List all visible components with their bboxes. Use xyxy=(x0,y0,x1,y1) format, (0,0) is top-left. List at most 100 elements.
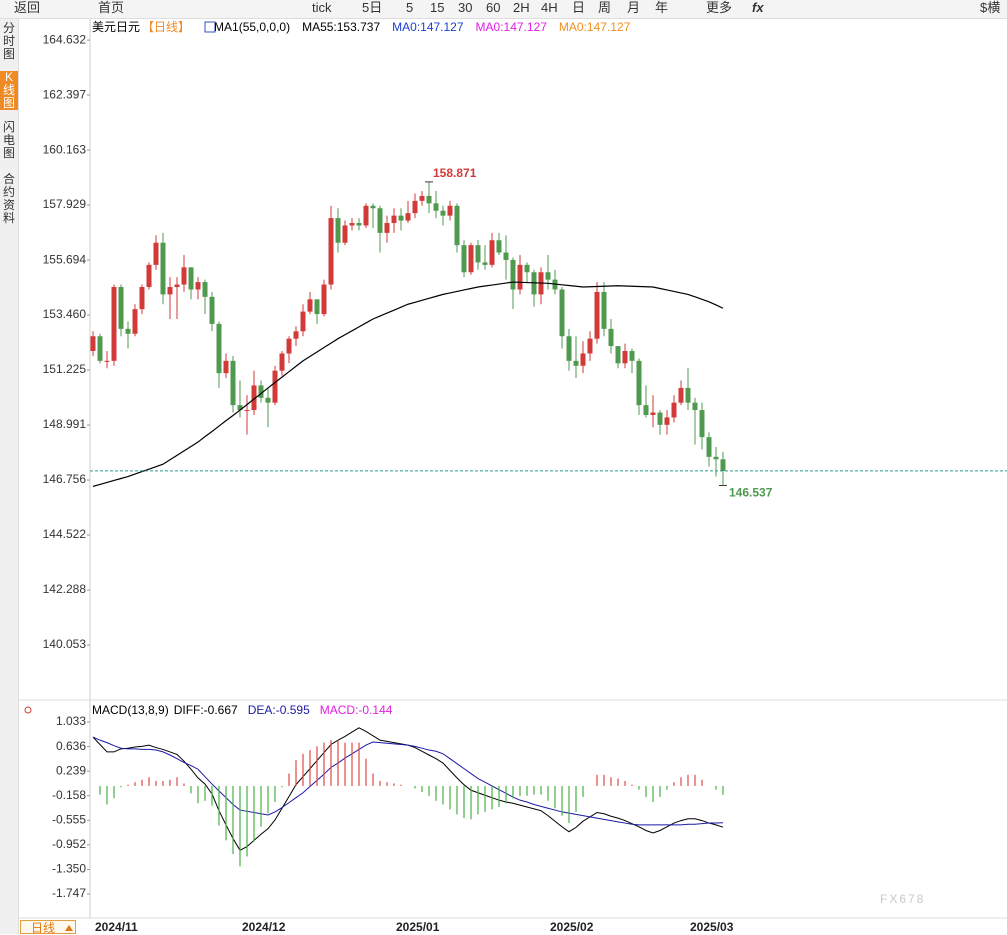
candle-body xyxy=(671,402,677,418)
y-tick-label: 155.694 xyxy=(43,252,87,266)
candle-body xyxy=(629,351,635,361)
candle-body xyxy=(594,291,600,339)
toolbar-button[interactable]: 更多 xyxy=(706,0,733,15)
toolbar-button[interactable]: 60 xyxy=(486,0,501,15)
toolbar: 返回 首页 tick 5日 5 15 30 60 2H 4H 日周月年 更多 fx $横 xyxy=(0,0,1007,19)
candle-body xyxy=(321,284,327,315)
candle-body xyxy=(566,336,572,361)
candle-body xyxy=(97,336,103,361)
candle-body xyxy=(111,287,117,361)
sidebar-tab[interactable]: 分时图 xyxy=(2,21,15,61)
candle-body xyxy=(293,331,299,339)
macd-line xyxy=(92,727,724,851)
candle-body xyxy=(118,287,124,329)
x-tick-label: 2024/11 xyxy=(95,920,138,934)
y-tick-label: -0.952 xyxy=(52,837,86,851)
sidebar-tab[interactable]: 合约资料 xyxy=(2,172,15,225)
legend-label: MA0:147.127 xyxy=(476,20,548,34)
y-tick-label: 1.033 xyxy=(56,714,86,728)
period-selector[interactable]: 日线 xyxy=(20,920,76,935)
candle-body xyxy=(622,351,628,364)
toolbar-button[interactable]: fx xyxy=(752,0,764,15)
candle-body xyxy=(699,410,705,438)
toolbar-button[interactable]: $横 xyxy=(980,0,1001,15)
candle-body xyxy=(636,360,642,406)
y-tick-label: 144.522 xyxy=(43,527,87,541)
candle-body xyxy=(454,205,460,246)
candle-body xyxy=(349,223,355,226)
legend-label: MA55:153.737 xyxy=(302,20,380,34)
candle-body xyxy=(251,385,257,411)
y-tick-label: 162.397 xyxy=(43,87,87,101)
sidebar: 分时图 K线图闪电图合约资料 xyxy=(0,19,19,934)
sidebar-tab[interactable]: K线图 xyxy=(0,71,18,110)
legend-label: 【日线】 xyxy=(142,20,190,34)
candle-body xyxy=(202,282,208,297)
candle-body xyxy=(391,215,397,224)
toolbar-button[interactable]: 5日 xyxy=(362,0,383,15)
candle-body xyxy=(447,205,453,216)
candle-body xyxy=(608,328,614,347)
candle-body xyxy=(384,223,390,233)
high-label: 158.871 xyxy=(433,166,477,180)
indicator-icon[interactable] xyxy=(204,21,216,33)
candle-body xyxy=(146,264,152,288)
legend-label: MACD(13,8,9) xyxy=(92,703,169,717)
candle-body xyxy=(153,242,159,265)
y-tick-label: -0.158 xyxy=(52,788,86,802)
toolbar-button[interactable]: 4H xyxy=(541,0,558,15)
x-tick-label: 2025/03 xyxy=(690,920,734,934)
candle-body xyxy=(426,195,432,204)
candle-body xyxy=(559,289,565,337)
candle-body xyxy=(356,223,362,226)
toolbar-button[interactable]: 首页 xyxy=(98,0,125,15)
candle-body xyxy=(587,338,593,354)
ma-line xyxy=(92,281,724,487)
legend-label: DEA:-0.595 xyxy=(248,703,310,717)
candle-body xyxy=(181,267,187,285)
candle-body xyxy=(279,353,285,371)
candle-body xyxy=(517,264,523,290)
toolbar-button[interactable]: 周 xyxy=(598,0,612,15)
candle-body xyxy=(188,267,194,290)
y-tick-label: 146.756 xyxy=(43,472,87,486)
candle-body xyxy=(335,218,341,243)
y-tick-label: 157.929 xyxy=(43,197,87,211)
y-tick-label: 164.632 xyxy=(43,32,87,46)
toolbar-button[interactable]: 年 xyxy=(655,0,669,15)
toolbar-button[interactable]: 日 xyxy=(572,0,586,15)
candle-body xyxy=(230,360,236,406)
toolbar-button[interactable]: 2H xyxy=(513,0,530,15)
candle-body xyxy=(363,205,369,226)
candle-body xyxy=(440,210,446,216)
toolbar-button[interactable]: 月 xyxy=(627,0,641,15)
legend-label: MA0:147.127 xyxy=(559,20,631,34)
toolbar-button[interactable]: 5 xyxy=(406,0,414,15)
sidebar-tab[interactable]: 闪电图 xyxy=(2,120,15,160)
candle-body xyxy=(482,262,488,265)
candle-body xyxy=(475,245,481,263)
candle-body xyxy=(713,456,719,460)
candle-body xyxy=(223,360,229,374)
toolbar-button[interactable]: 30 xyxy=(458,0,473,15)
y-tick-label: -1.350 xyxy=(52,862,86,876)
candle-body xyxy=(503,252,509,260)
toolbar-button[interactable]: tick xyxy=(312,0,332,15)
candle-body xyxy=(104,360,110,362)
toolbar-button[interactable]: 返回 xyxy=(14,0,41,15)
period-label: 日线 xyxy=(31,921,56,935)
candle-body xyxy=(237,405,243,411)
settings-icon[interactable] xyxy=(24,706,32,714)
legend-label: MACD:-0.144 xyxy=(320,703,393,717)
legend-label: 美元日元 xyxy=(92,20,140,34)
candle-body xyxy=(419,195,425,201)
candle-body xyxy=(461,245,467,273)
candle-body xyxy=(678,387,684,403)
candle-body xyxy=(692,402,698,411)
candle-body xyxy=(328,218,334,285)
candle-body xyxy=(601,291,607,329)
candle-body xyxy=(258,385,264,398)
toolbar-button[interactable]: 15 xyxy=(430,0,445,15)
x-tick-label: 2024/12 xyxy=(242,920,286,934)
